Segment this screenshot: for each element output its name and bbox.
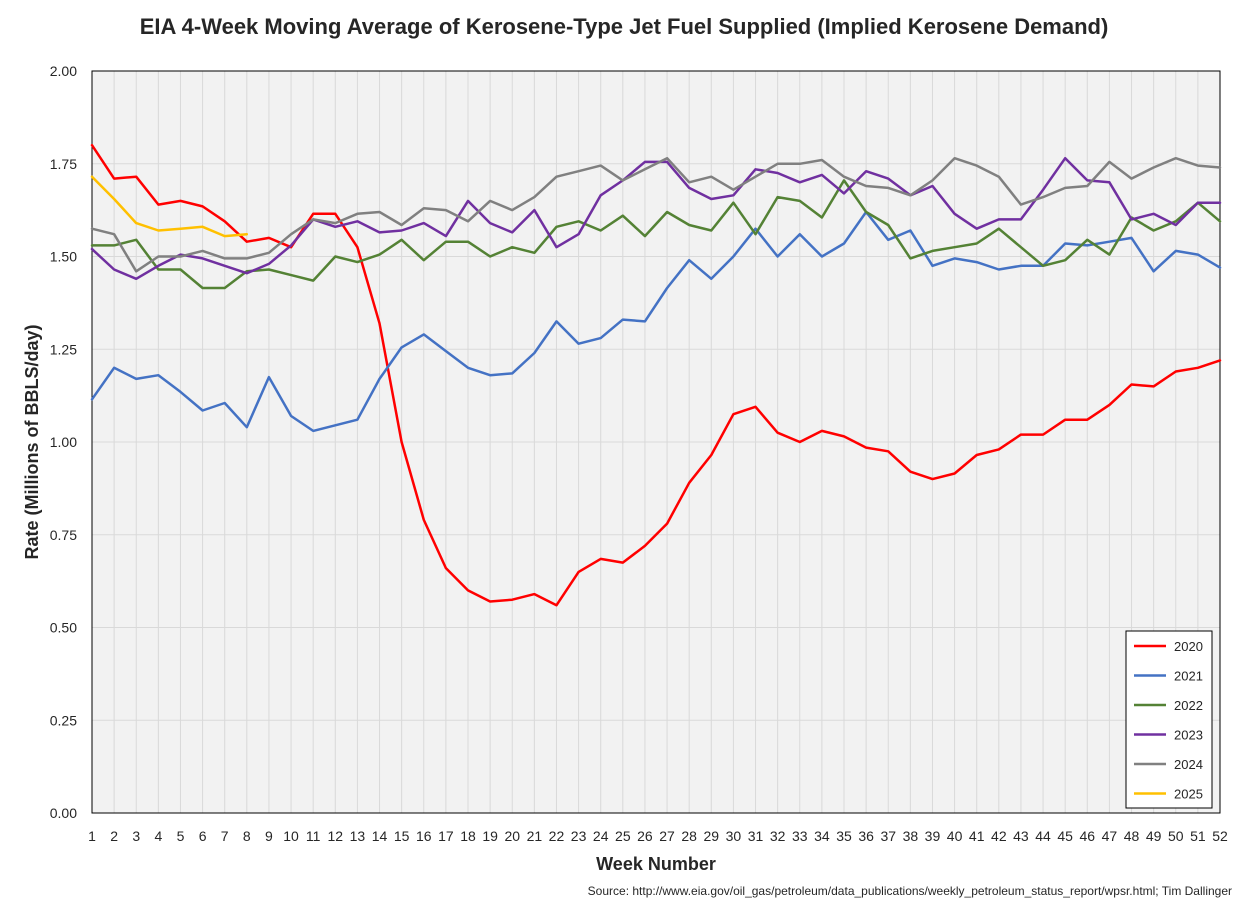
x-tick-label: 8 bbox=[243, 828, 251, 844]
x-tick-label: 36 bbox=[858, 828, 874, 844]
x-tick-label: 35 bbox=[836, 828, 852, 844]
x-tick-label: 4 bbox=[154, 828, 162, 844]
y-tick-label: 1.00 bbox=[50, 434, 77, 450]
x-tick-label: 7 bbox=[221, 828, 229, 844]
y-tick-label: 0.50 bbox=[50, 620, 77, 636]
x-tick-label: 21 bbox=[527, 828, 543, 844]
x-tick-label: 5 bbox=[177, 828, 185, 844]
x-tick-label: 52 bbox=[1212, 828, 1228, 844]
x-tick-label: 20 bbox=[504, 828, 520, 844]
x-tick-label: 16 bbox=[416, 828, 432, 844]
x-tick-label: 25 bbox=[615, 828, 631, 844]
y-tick-label: 0.75 bbox=[50, 527, 77, 543]
x-tick-label: 18 bbox=[460, 828, 476, 844]
x-tick-label: 50 bbox=[1168, 828, 1184, 844]
series-lines bbox=[90, 143, 1222, 607]
x-tick-label: 28 bbox=[681, 828, 697, 844]
x-tick-label: 39 bbox=[925, 828, 941, 844]
x-tick-label: 17 bbox=[438, 828, 454, 844]
x-tick-label: 42 bbox=[991, 828, 1007, 844]
x-tick-label: 26 bbox=[637, 828, 653, 844]
legend-label-2022: 2022 bbox=[1174, 698, 1203, 713]
x-tick-label: 51 bbox=[1190, 828, 1206, 844]
legend-label-2021: 2021 bbox=[1174, 669, 1203, 684]
series-line-2025 bbox=[90, 175, 249, 238]
x-tick-label: 14 bbox=[372, 828, 388, 844]
x-tick-label: 6 bbox=[199, 828, 207, 844]
x-tick-label: 34 bbox=[814, 828, 830, 844]
y-tick-label: 1.75 bbox=[50, 156, 77, 172]
x-tick-label: 48 bbox=[1124, 828, 1140, 844]
x-tick-label: 46 bbox=[1080, 828, 1096, 844]
x-tick-label: 2 bbox=[110, 828, 118, 844]
x-tick-label: 43 bbox=[1013, 828, 1029, 844]
x-tick-label: 10 bbox=[283, 828, 299, 844]
legend-label-2025: 2025 bbox=[1174, 787, 1203, 802]
chart-title: EIA 4-Week Moving Average of Kerosene-Ty… bbox=[139, 14, 1109, 39]
source-note: Source: http://www.eia.gov/oil_gas/petro… bbox=[587, 884, 1232, 898]
x-tick-label: 41 bbox=[969, 828, 985, 844]
x-tick-label: 38 bbox=[903, 828, 919, 844]
legend-box bbox=[1125, 630, 1213, 809]
x-tick-label: 19 bbox=[482, 828, 498, 844]
y-tick-label: 0.25 bbox=[50, 712, 77, 728]
series-line-2021 bbox=[90, 210, 1222, 433]
x-tick-label: 11 bbox=[306, 828, 321, 844]
x-tick-label: 22 bbox=[549, 828, 565, 844]
legend-label-2023: 2023 bbox=[1174, 728, 1203, 743]
x-tick-label: 3 bbox=[132, 828, 140, 844]
x-tick-label: 40 bbox=[947, 828, 963, 844]
y-tick-label: 0.00 bbox=[50, 805, 77, 821]
x-tick-label: 30 bbox=[726, 828, 742, 844]
x-axis-title: Week Number bbox=[596, 854, 716, 874]
x-tick-label: 45 bbox=[1057, 828, 1073, 844]
x-tick-label: 9 bbox=[265, 828, 273, 844]
x-tick-label: 31 bbox=[748, 828, 764, 844]
y-tick-label: 2.00 bbox=[50, 63, 77, 79]
x-tick-label: 15 bbox=[394, 828, 410, 844]
x-tick-label: 44 bbox=[1035, 828, 1051, 844]
legend: 2020 2021 2022 2023 2024 2025 bbox=[1125, 630, 1213, 809]
x-tick-label: 24 bbox=[593, 828, 609, 844]
legend-label-2024: 2024 bbox=[1174, 757, 1203, 772]
x-tick-label: 37 bbox=[880, 828, 896, 844]
series-line-2023 bbox=[90, 156, 1222, 281]
x-tick-label: 47 bbox=[1102, 828, 1118, 844]
y-tick-label: 1.50 bbox=[50, 249, 77, 265]
x-tick-label: 1 bbox=[88, 828, 96, 844]
x-tick-label: 32 bbox=[770, 828, 786, 844]
x-tick-label: 49 bbox=[1146, 828, 1162, 844]
x-tick-label: 23 bbox=[571, 828, 587, 844]
series-line-2022 bbox=[90, 179, 1222, 290]
grid-lines bbox=[91, 70, 1221, 814]
x-tick-label: 13 bbox=[350, 828, 366, 844]
y-axis-title: Rate (Millions of BBLS/day) bbox=[22, 324, 42, 559]
x-tick-label: 33 bbox=[792, 828, 808, 844]
x-tick-label: 12 bbox=[328, 828, 344, 844]
y-axis-ticks: 0.00 0.25 0.50 0.75 1.00 1.25 1.50 1.75 2.00 bbox=[50, 63, 77, 821]
y-tick-label: 1.25 bbox=[50, 341, 77, 357]
x-tick-label: 27 bbox=[659, 828, 675, 844]
legend-label-2020: 2020 bbox=[1174, 639, 1203, 654]
series-line-2024 bbox=[90, 156, 1222, 273]
x-axis-ticks: 1 2 3 4 5 6 7 8 9 10 11 12 13 14 15 16 17 18 19 20 21 22 23 24 2… bbox=[88, 828, 1228, 844]
plot-border bbox=[91, 70, 1221, 814]
x-tick-label: 29 bbox=[704, 828, 720, 844]
